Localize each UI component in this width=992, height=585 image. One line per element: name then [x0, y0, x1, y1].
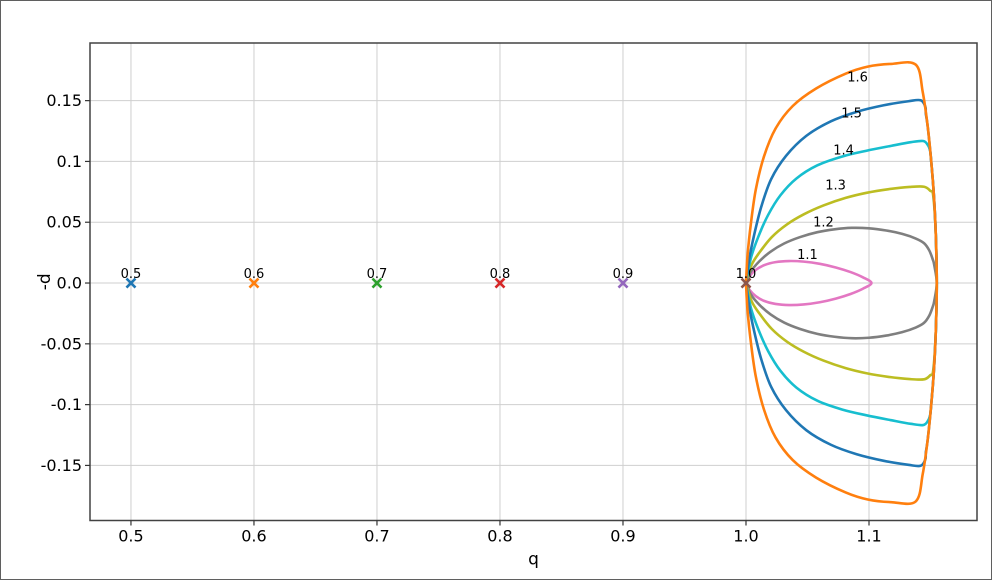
fixed-point-label: 0.6	[244, 267, 265, 282]
y-tick-label: -0.05	[41, 334, 82, 353]
x-tick-label: 0.6	[241, 527, 266, 546]
curve-label-1.2: 1.2	[813, 215, 834, 230]
y-axis-label: -d	[35, 273, 55, 290]
y-tick-label: 0.15	[46, 91, 82, 110]
x-tick-label: 1.1	[856, 527, 881, 546]
fixed-point-marker-0.9	[617, 277, 629, 289]
x-tick-label: 1.0	[733, 527, 758, 546]
curve-label-1.4: 1.4	[833, 144, 854, 159]
fixed-point-marker-0.7	[371, 277, 383, 289]
x-tick-label: 0.9	[610, 527, 635, 546]
plot-border	[89, 42, 978, 522]
fixed-point-label: 0.5	[121, 267, 142, 282]
x-tick-label: 0.8	[487, 527, 512, 546]
x-tick-label: 0.5	[118, 527, 143, 546]
x-tick-label: 0.7	[364, 527, 389, 546]
curve-1.1	[744, 259, 873, 307]
curve-label-1.6: 1.6	[847, 71, 868, 86]
y-tick-label: -0.15	[41, 456, 82, 475]
curve-label-1.5: 1.5	[841, 107, 862, 122]
fixed-point-label: 0.8	[490, 267, 511, 282]
fixed-point-marker-0.8	[494, 277, 506, 289]
y-tick-label: -0.1	[51, 395, 82, 414]
curve-label-1.1: 1.1	[797, 248, 818, 263]
fixed-point-label: 0.7	[367, 267, 388, 282]
curve-label-1.3: 1.3	[825, 179, 846, 194]
fixed-point-marker-0.5	[125, 277, 137, 289]
fixed-point-label: 0.9	[613, 267, 634, 282]
y-tick-label: 0.05	[46, 213, 82, 232]
fixed-point-label: 1.0	[736, 267, 757, 282]
fixed-point-marker-0.6	[248, 277, 260, 289]
y-tick-label: 0.1	[57, 152, 82, 171]
curve-1.6	[744, 60, 939, 506]
x-axis-label: q	[528, 550, 539, 570]
y-tick-label: 0.0	[57, 274, 82, 293]
fixed-point-marker-1.0	[740, 277, 752, 289]
